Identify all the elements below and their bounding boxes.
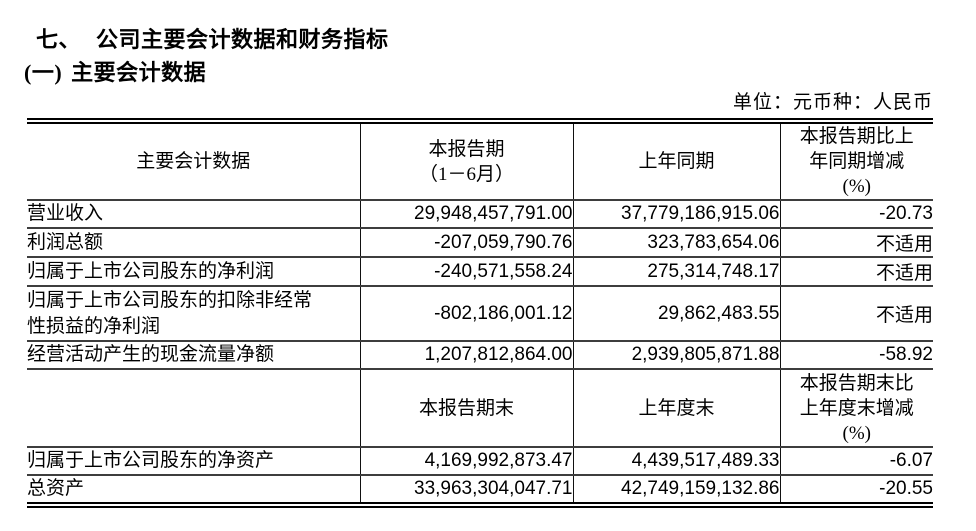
current-period-value: 1,207,812,864.00 (359, 341, 573, 370)
row-total-assets: 总资产 33,963,304,047.71 42,749,159,132.86 … (27, 475, 933, 505)
row-net-assets: 归属于上市公司股东的净资产 4,169,992,873.47 4,439,517… (27, 447, 933, 476)
metric-header-cell-empty (27, 369, 360, 448)
subsection-title-text: 主要会计数据 (71, 60, 207, 85)
row-total-profit: 利润总额 -207,059,790.76 323,783,654.06 不适用 (27, 228, 933, 258)
current-period-header-cell: 本报告期 （1－6月） (359, 121, 573, 201)
section-title: 七、 公司主要会计数据和财务指标 (36, 22, 389, 54)
metric-header-cell: 主要会计数据 (27, 121, 360, 201)
current-period-value: -207,059,790.76 (359, 228, 573, 258)
section-number: 七、 (36, 27, 82, 52)
period-header-row: 主要会计数据 本报告期 （1－6月） 上年同期 本报告期比上 年同期增减 (%) (27, 121, 933, 201)
prior-period-value: 2,939,805,871.88 (572, 341, 780, 370)
subsection-number: (一) (24, 60, 63, 85)
balance-change-header-cell: 本报告期末比 上年度末增减 (%) (779, 369, 933, 448)
current-period-value: 33,963,304,047.71 (359, 475, 573, 505)
unit-note: 单位：元币种：人民币 (732, 92, 933, 113)
row-label: 归属于上市公司股东的扣除非经常 性损益的净利润 (27, 286, 360, 342)
change-value: 不适用 (779, 286, 933, 342)
row-operating-cash-flow: 经营活动产生的现金流量净额 1,207,812,864.00 2,939,805… (27, 341, 933, 370)
accounting-data-table: 主要会计数据 本报告期 （1－6月） 上年同期 本报告期比上 年同期增减 (%)… (27, 118, 933, 508)
row-label: 经营活动产生的现金流量净额 (27, 341, 360, 370)
period-change-header-cell: 本报告期比上 年同期增减 (%) (779, 121, 933, 201)
prior-period-header-cell: 上年同期 (572, 121, 780, 201)
current-period-value: 29,948,457,791.00 (359, 200, 573, 229)
row-label: 总资产 (27, 478, 85, 499)
change-value: -58.92 (779, 341, 933, 370)
row-label: 利润总额 (27, 228, 360, 258)
balance-header-row: 本报告期末 上年度末 本报告期末比 上年度末增减 (%) (27, 369, 933, 448)
row-operating-revenue: 营业收入 29,948,457,791.00 37,779,186,915.06… (27, 200, 933, 229)
prior-period-value: 29,862,483.55 (572, 286, 780, 342)
row-label: 归属于上市公司股东的净利润 (27, 257, 360, 287)
period-end-header-cell: 本报告期末 (359, 369, 573, 448)
prior-period-value: 323,783,654.06 (572, 228, 780, 258)
prior-period-value: 37,779,186,915.06 (572, 200, 780, 229)
prior-period-value: 275,314,748.17 (572, 257, 780, 287)
change-value: 不适用 (779, 228, 933, 258)
prior-year-end-header-cell: 上年度末 (572, 369, 780, 448)
current-period-value: 4,169,992,873.47 (359, 447, 573, 476)
section-title-text: 公司主要会计数据和财务指标 (96, 27, 389, 52)
change-value: 不适用 (779, 257, 933, 287)
change-value: -20.55 (779, 475, 933, 505)
prior-period-value: 42,749,159,132.86 (572, 475, 780, 505)
current-period-value: -802,186,001.12 (359, 286, 573, 342)
change-value: -6.07 (779, 447, 933, 476)
row-label: 营业收入 (27, 200, 360, 229)
subsection-title: (一) 主要会计数据 (24, 55, 206, 87)
row-net-profit-deducted: 归属于上市公司股东的扣除非经常 性损益的净利润 -802,186,001.12 … (27, 286, 933, 342)
current-period-value: -240,571,558.24 (359, 257, 573, 287)
row-label: 归属于上市公司股东的净资产 (27, 447, 360, 476)
change-value: -20.73 (779, 200, 933, 229)
row-net-profit-attributable: 归属于上市公司股东的净利润 -240,571,558.24 275,314,74… (27, 257, 933, 287)
prior-period-value: 4,439,517,489.33 (572, 447, 780, 476)
